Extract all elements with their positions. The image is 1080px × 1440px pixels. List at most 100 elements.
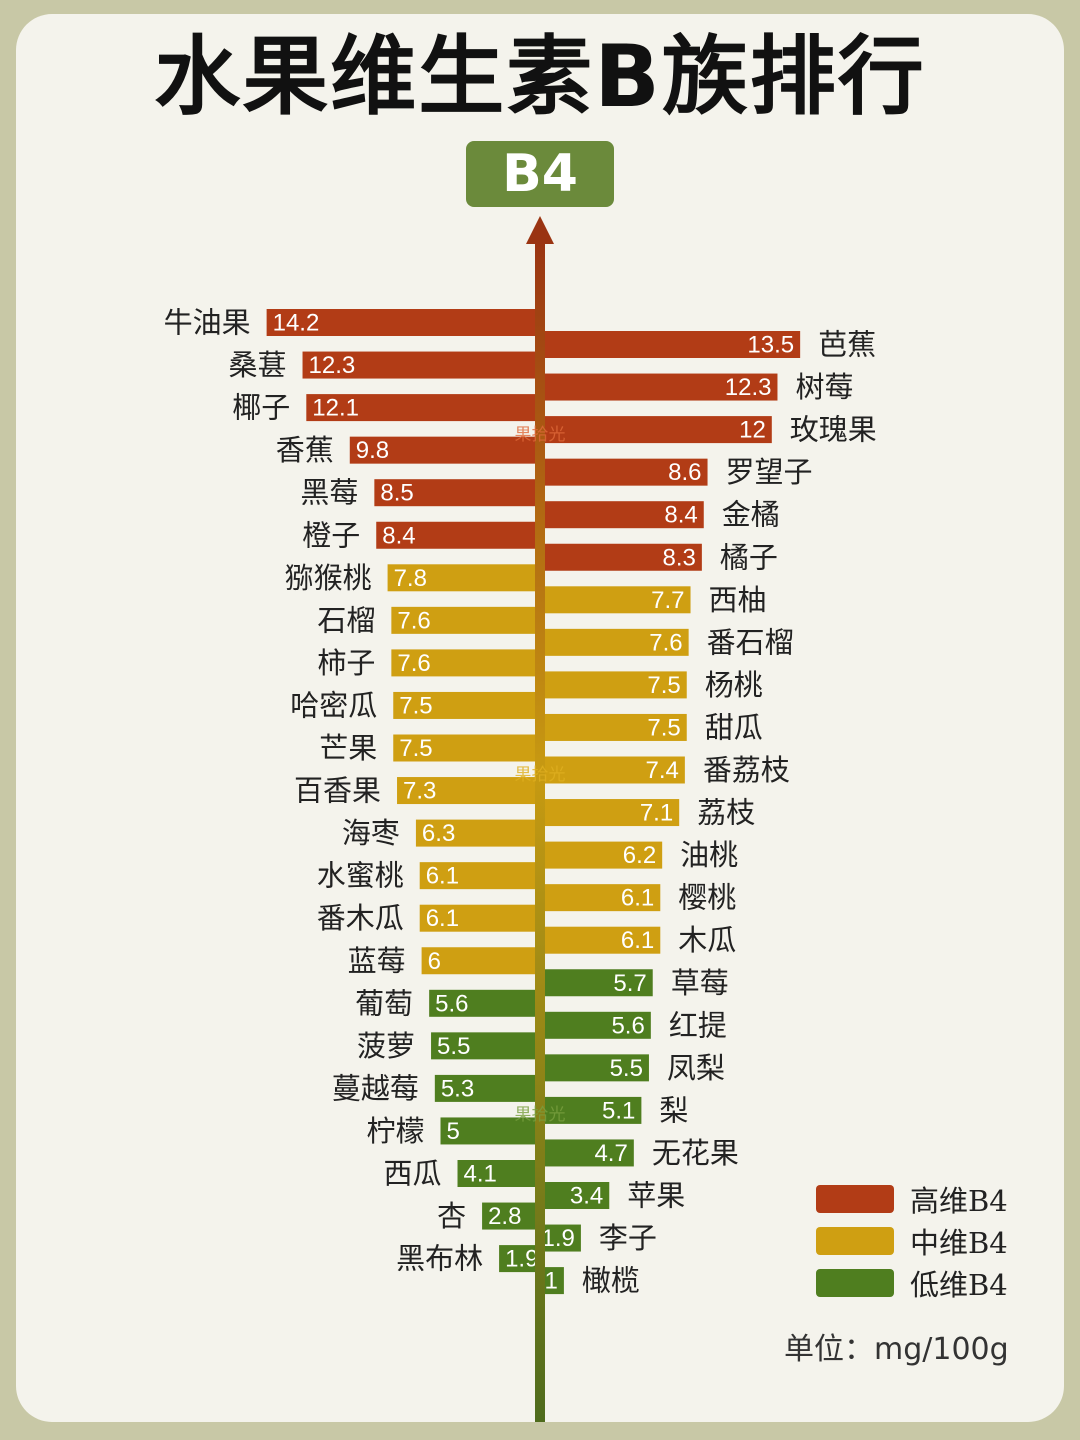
value-label-right-17: 5.5: [610, 1055, 643, 1082]
legend-label: 中维B4: [910, 1226, 1008, 1260]
bar-right-8: [545, 671, 687, 699]
value-label-left-2: 12.1: [312, 395, 359, 422]
value-label-left-5: 8.4: [382, 522, 415, 549]
axis-arrow-icon: [526, 216, 554, 244]
name-label-right-9: 甜瓜: [705, 710, 763, 744]
bar-right-19: [545, 1139, 634, 1167]
value-label-left-12: 6.3: [422, 820, 455, 847]
value-label-left-15: 6: [428, 948, 441, 975]
bar-right-5: [545, 543, 702, 571]
value-label-right-3: 8.6: [668, 459, 701, 486]
value-label-left-9: 7.5: [399, 692, 432, 719]
name-label-right-7: 番石榴: [707, 625, 794, 659]
name-label-right-21: 李子: [599, 1221, 657, 1255]
value-label-right-7: 7.6: [649, 629, 682, 656]
bar-right-21: [545, 1224, 581, 1252]
legend-label: 高维B4: [910, 1184, 1008, 1218]
left-bars: 14.2 牛油果 12.3 桑葚 12.1 椰子 9.8 香蕉 8.5 黑莓 8.4 橙子 7.8 猕猴桃…: [164, 306, 539, 1276]
legend: 高维B4 中维B4 低维B4: [816, 1178, 1008, 1304]
value-label-right-13: 6.1: [621, 885, 654, 912]
bar-right-13: [545, 884, 661, 912]
value-label-right-21: 1.9: [542, 1225, 575, 1252]
vitamin-badge: B4: [466, 141, 614, 207]
value-label-right-15: 5.7: [613, 970, 646, 997]
name-label-right-13: 樱桃: [678, 881, 736, 915]
value-label-right-6: 7.7: [651, 587, 684, 614]
legend-swatch: [816, 1227, 894, 1255]
bar-left-14: [419, 904, 535, 932]
name-label-right-3: 罗望子: [726, 455, 813, 489]
name-label-right-18: 梨: [659, 1093, 688, 1127]
name-label-left-12: 海枣: [342, 816, 400, 850]
name-label-right-12: 油桃: [680, 838, 738, 872]
bar-right-12: [545, 841, 663, 869]
name-label-right-14: 木瓜: [678, 923, 736, 957]
name-label-left-11: 百香果: [294, 774, 381, 808]
name-label-left-14: 番木瓜: [317, 901, 404, 935]
bar-right-3: [545, 458, 708, 486]
name-label-left-20: 西瓜: [383, 1157, 441, 1191]
bar-left-12: [415, 819, 535, 847]
bar-left-21: [482, 1202, 535, 1230]
value-label-right-20: 3.4: [570, 1183, 603, 1210]
name-label-left-9: 哈密瓜: [290, 688, 377, 722]
name-label-left-16: 葡萄: [355, 986, 413, 1020]
name-label-right-15: 草莓: [671, 966, 729, 1000]
bar-right-15: [545, 969, 653, 997]
name-label-right-5: 橘子: [720, 540, 778, 574]
value-label-left-18: 5.3: [441, 1075, 474, 1102]
bar-left-19: [440, 1117, 535, 1145]
value-label-left-20: 4.1: [464, 1161, 497, 1188]
bar-right-6: [545, 586, 691, 614]
value-label-left-22: 1.9: [505, 1246, 538, 1273]
name-label-right-8: 杨桃: [705, 668, 763, 702]
bar-left-10: [393, 734, 535, 762]
name-label-left-3: 香蕉: [276, 433, 334, 467]
bar-right-17: [545, 1054, 649, 1082]
value-label-left-14: 6.1: [426, 905, 459, 932]
value-label-right-12: 6.2: [623, 842, 656, 869]
name-label-right-4: 金橘: [722, 498, 780, 532]
name-label-left-18: 蔓越莓: [332, 1071, 419, 1105]
value-label-left-17: 5.5: [437, 1033, 470, 1060]
bar-right-22: [545, 1267, 564, 1295]
value-label-right-8: 7.5: [647, 672, 680, 699]
value-label-right-4: 8.4: [664, 502, 697, 529]
value-label-right-0: 13.5: [747, 332, 794, 359]
name-label-left-19: 柠檬: [366, 1114, 424, 1148]
name-label-right-1: 树莓: [795, 370, 853, 404]
name-label-left-6: 猕猴桃: [285, 561, 372, 595]
name-label-right-2: 玫瑰果: [790, 413, 877, 447]
value-label-left-1: 12.3: [309, 352, 356, 379]
bar-left-0: [266, 309, 535, 336]
bar-left-13: [419, 862, 535, 890]
name-label-right-22: 橄榄: [582, 1264, 640, 1298]
value-label-right-2: 12: [739, 417, 766, 444]
right-bars: 13.5 芭蕉 12.3 树莓 12 玫瑰果 8.6 罗望子 8.4 金橘 8.3 橘子 7.7 西柚 7.…: [542, 328, 877, 1298]
bar-left-5: [376, 521, 535, 549]
bar-left-16: [429, 989, 535, 1017]
value-label-right-19: 4.7: [594, 1140, 627, 1167]
bar-left-3: [349, 436, 535, 464]
name-label-right-20: 苹果: [627, 1179, 685, 1213]
watermark-1: 果拾光: [515, 765, 566, 785]
name-label-left-10: 芒果: [319, 731, 377, 765]
value-label-left-13: 6.1: [426, 863, 459, 890]
name-label-left-7: 石榴: [317, 603, 375, 637]
bar-right-1: [545, 373, 778, 401]
legend-item-high: 高维B4: [816, 1178, 1008, 1220]
bar-right-16: [545, 1011, 651, 1039]
unit-label: 单位：mg/100g: [784, 1332, 1009, 1367]
bar-left-4: [374, 479, 535, 507]
legend-swatch: [816, 1185, 894, 1213]
value-label-left-16: 5.6: [435, 990, 468, 1017]
value-label-right-18: 5.1: [602, 1097, 635, 1124]
bar-left-15: [421, 947, 535, 975]
name-label-left-0: 牛油果: [164, 306, 251, 340]
value-label-right-11: 7.1: [640, 800, 673, 827]
value-label-left-10: 7.5: [399, 735, 432, 762]
watermark-0: 果拾光: [515, 425, 566, 445]
bar-right-4: [545, 501, 704, 529]
value-label-right-1: 12.3: [725, 374, 772, 401]
bar-right-14: [545, 926, 661, 954]
